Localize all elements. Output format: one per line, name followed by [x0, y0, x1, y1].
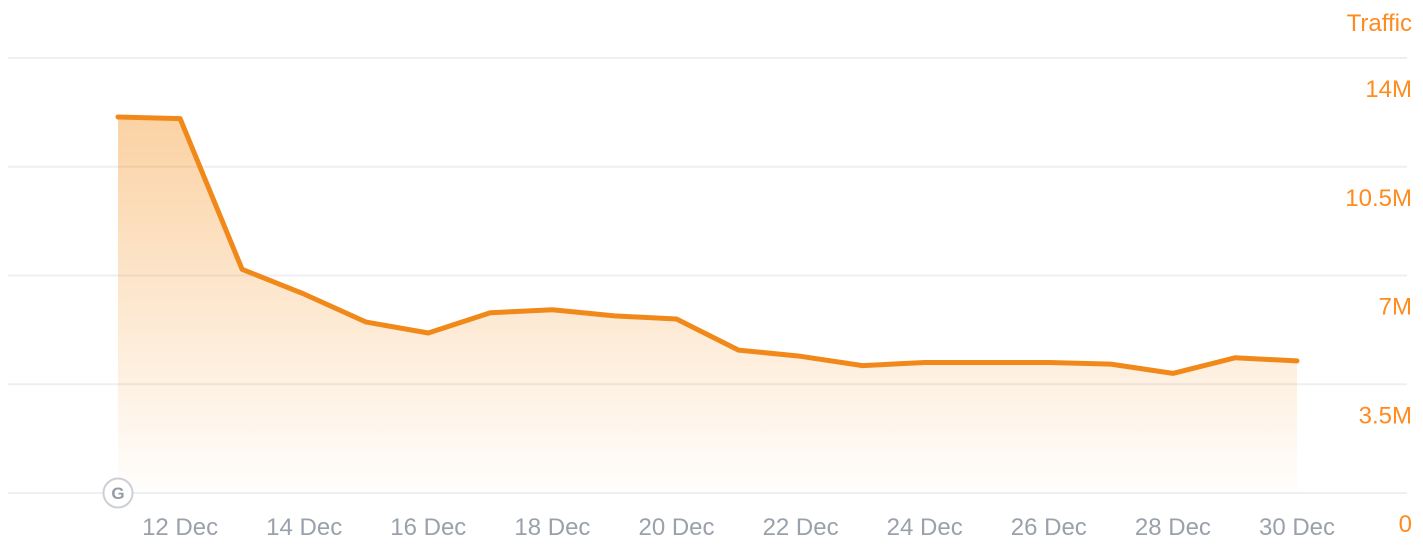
- x-tick-label: 14 Dec: [266, 514, 342, 541]
- google-update-marker-circle[interactable]: [102, 477, 134, 509]
- traffic-area-fill: [118, 117, 1297, 493]
- x-tick-label: 26 Dec: [1011, 514, 1087, 541]
- x-tick-label: 22 Dec: [763, 514, 839, 541]
- traffic-line[interactable]: [115, 114, 1300, 376]
- y-tick-label: 3.5M: [1359, 402, 1412, 429]
- x-tick-label: 30 Dec: [1259, 514, 1335, 541]
- x-tick-label: 12 Dec: [142, 514, 218, 541]
- y-axis-labels: 14M 10.5M 7M 3.5M 0: [1345, 76, 1412, 538]
- y-tick-label: 7M: [1379, 294, 1412, 321]
- y-axis-title: Traffic: [1347, 10, 1412, 37]
- y-tick-label: 10.5M: [1345, 185, 1412, 212]
- x-tick-label: 16 Dec: [390, 514, 466, 541]
- google-update-marker[interactable]: G: [102, 477, 134, 509]
- x-tick-label: 18 Dec: [514, 514, 590, 541]
- x-axis-labels: 12 Dec 14 Dec 16 Dec 18 Dec 20 Dec 22 Dec 24 D…: [142, 514, 1335, 541]
- x-tick-label: 24 Dec: [887, 514, 963, 541]
- y-tick-label: 0: [1399, 511, 1412, 538]
- x-tick-label: 20 Dec: [638, 514, 714, 541]
- x-tick-label: 28 Dec: [1135, 514, 1211, 541]
- y-tick-label: 14M: [1365, 76, 1412, 103]
- google-update-marker-letter: G: [111, 484, 124, 503]
